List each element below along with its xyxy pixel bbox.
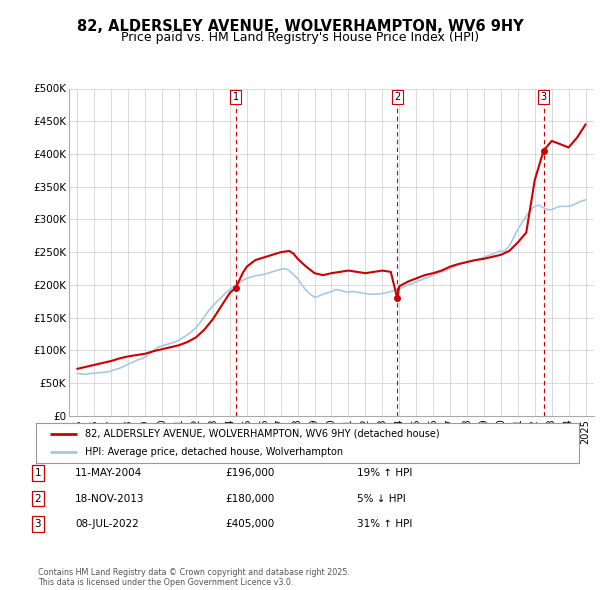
Text: Contains HM Land Registry data © Crown copyright and database right 2025.
This d: Contains HM Land Registry data © Crown c… <box>38 568 350 587</box>
Text: 31% ↑ HPI: 31% ↑ HPI <box>357 519 412 529</box>
Text: 11-MAY-2004: 11-MAY-2004 <box>75 468 142 478</box>
Text: 5% ↓ HPI: 5% ↓ HPI <box>357 494 406 503</box>
Text: £405,000: £405,000 <box>225 519 274 529</box>
Text: £196,000: £196,000 <box>225 468 274 478</box>
Text: 18-NOV-2013: 18-NOV-2013 <box>75 494 145 503</box>
Text: HPI: Average price, detached house, Wolverhampton: HPI: Average price, detached house, Wolv… <box>85 447 343 457</box>
Text: 3: 3 <box>34 519 41 529</box>
Text: £180,000: £180,000 <box>225 494 274 503</box>
Text: 82, ALDERSLEY AVENUE, WOLVERHAMPTON, WV6 9HY (detached house): 82, ALDERSLEY AVENUE, WOLVERHAMPTON, WV6… <box>85 429 439 439</box>
Text: 19% ↑ HPI: 19% ↑ HPI <box>357 468 412 478</box>
Text: Price paid vs. HM Land Registry's House Price Index (HPI): Price paid vs. HM Land Registry's House … <box>121 31 479 44</box>
Text: 08-JUL-2022: 08-JUL-2022 <box>75 519 139 529</box>
Text: 82, ALDERSLEY AVENUE, WOLVERHAMPTON, WV6 9HY: 82, ALDERSLEY AVENUE, WOLVERHAMPTON, WV6… <box>77 19 523 34</box>
Text: 3: 3 <box>541 92 547 102</box>
Text: 2: 2 <box>394 92 400 102</box>
Text: 1: 1 <box>233 92 239 102</box>
Text: 2: 2 <box>34 494 41 503</box>
Text: 1: 1 <box>34 468 41 478</box>
